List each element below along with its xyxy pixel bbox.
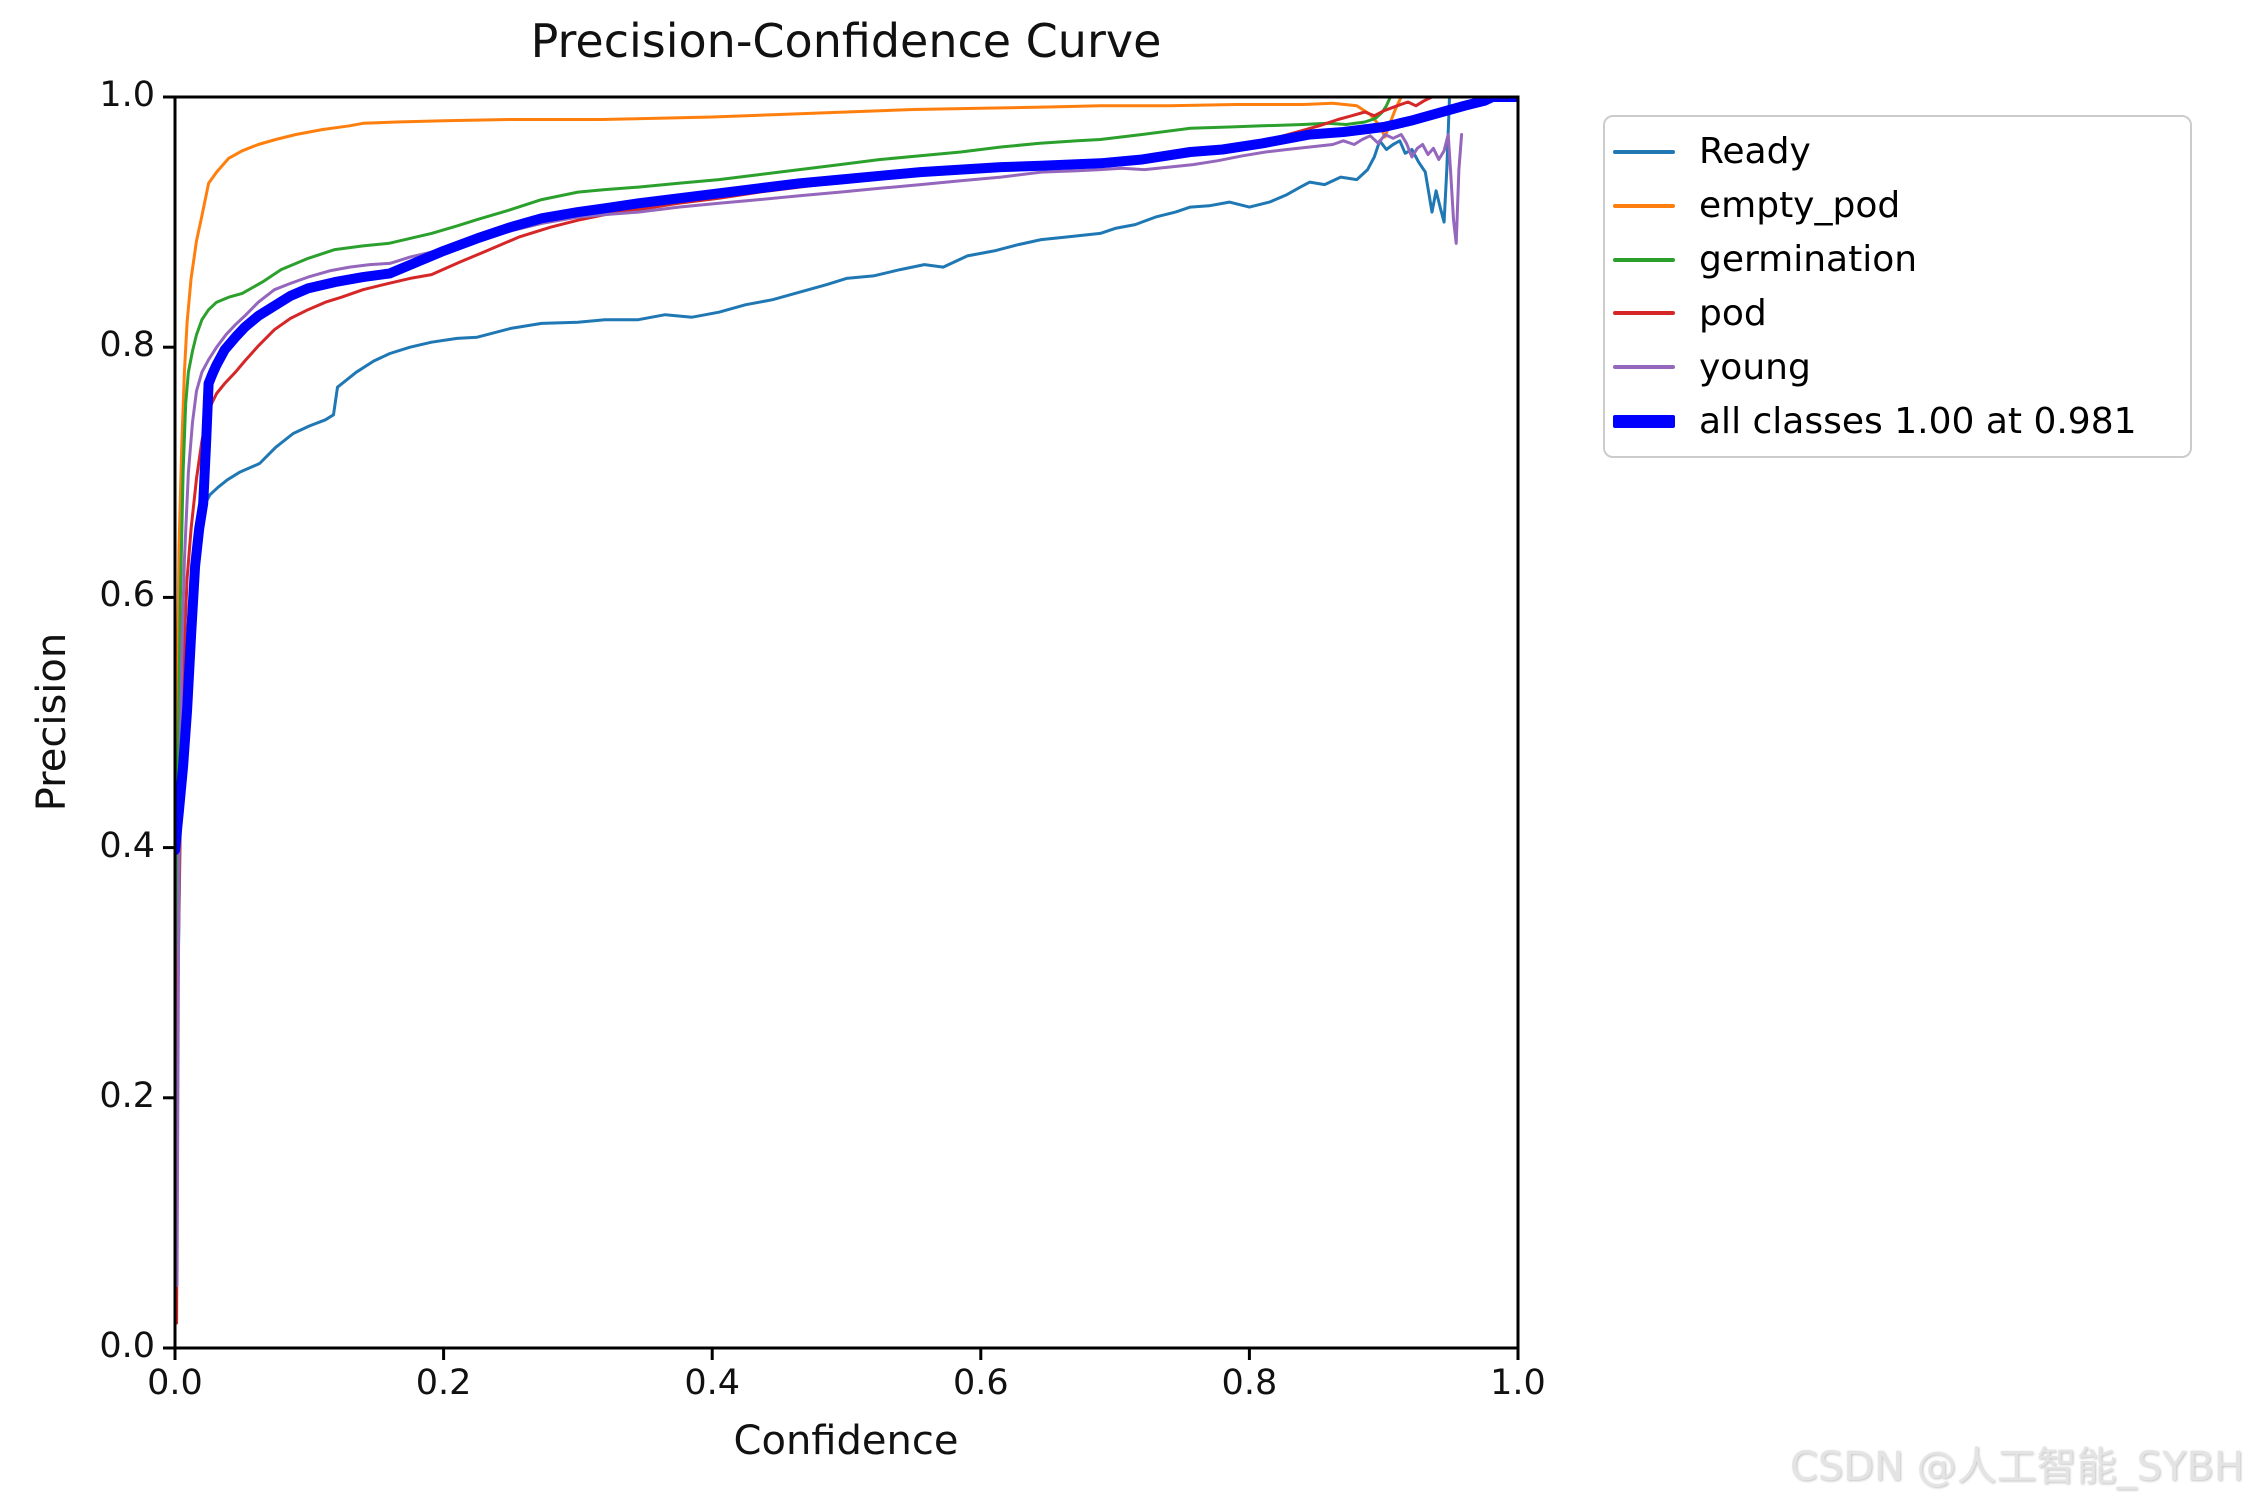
curve-germination [175, 97, 1392, 975]
legend-line-pod [1613, 311, 1675, 316]
curve-ready [176, 97, 1451, 1000]
legend-line-young [1613, 365, 1675, 370]
x-tick-label: 0.0 [147, 1363, 203, 1403]
legend-line-ready [1613, 149, 1675, 154]
watermark: CSDN @人工智能_SYBH [1789, 1444, 2244, 1490]
chart-title: Precision-Confidence Curve [530, 14, 1162, 68]
y-tick-label: 0.2 [99, 1075, 155, 1116]
legend-label-young: young [1699, 346, 1811, 388]
legend-label-ready: Ready [1699, 131, 1811, 173]
x-tick-label: 0.6 [952, 1363, 1009, 1403]
curve-all [175, 97, 1518, 856]
x-tick-label: 0.4 [684, 1363, 741, 1403]
legend-line-germination [1613, 257, 1675, 262]
x-axis-label: Confidence [733, 1418, 959, 1464]
legend-item-all-classes: all classes 1.00 at 0.981 [1613, 401, 2190, 442]
legend-label-all-classes: all classes 1.00 at 0.981 [1699, 400, 2137, 442]
curve-young [175, 133, 1464, 1287]
legend-item-ready: Ready [1613, 131, 2190, 172]
x-tick-label: 0.8 [1221, 1363, 1278, 1403]
y-tick-label: 0.6 [99, 575, 155, 616]
x-tick-label: 1.0 [1490, 1363, 1546, 1403]
plot-frame [173, 95, 1520, 1350]
legend-item-young: young [1613, 347, 2190, 388]
legend-item-pod: pod [1613, 293, 2190, 334]
legend: Ready empty_pod germination pod young al… [1603, 115, 2192, 458]
legend-label-empty-pod: empty_pod [1699, 185, 1901, 227]
legend-item-empty-pod: empty_pod [1613, 185, 2190, 226]
legend-label-germination: germination [1699, 239, 1918, 281]
y-tick-label: 0.4 [99, 825, 155, 866]
y-tick-label: 0.8 [99, 325, 155, 366]
x-tick-label: 0.2 [415, 1363, 472, 1403]
curve-pod [175, 97, 1434, 1325]
legend-label-pod: pod [1699, 292, 1767, 334]
y-tick-label: 0.0 [99, 1326, 155, 1366]
y-tick-label: 1.0 [99, 75, 155, 115]
curve-empty-pod [175, 97, 1403, 850]
y-axis-label: Precision [29, 632, 75, 812]
legend-line-empty-pod [1613, 203, 1675, 208]
legend-line-all-classes [1613, 414, 1675, 428]
legend-item-germination: germination [1613, 239, 2190, 280]
